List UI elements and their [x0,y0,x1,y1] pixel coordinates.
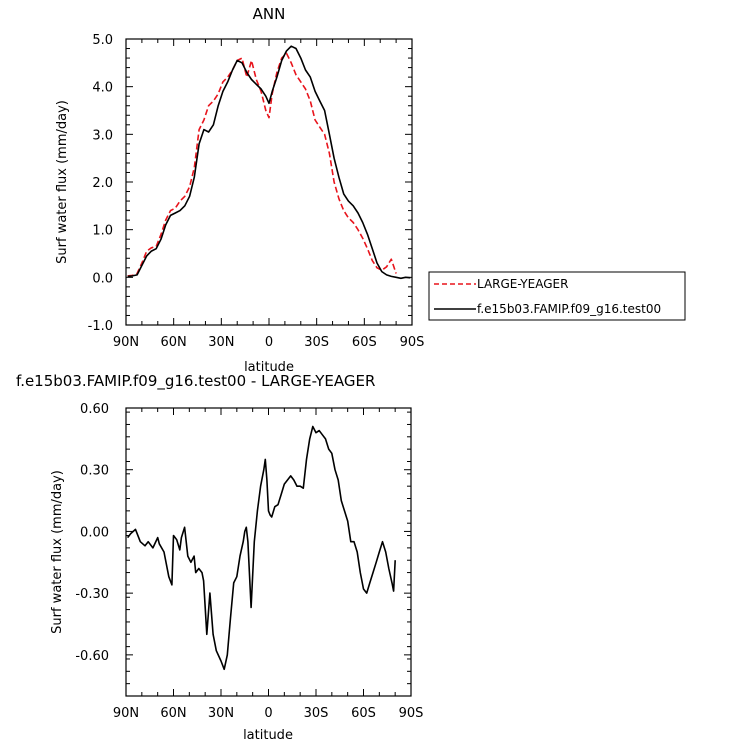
y-tick-label: 0.00 [80,525,109,540]
x-tick-label: 30N [208,335,234,350]
plot-frame [125,38,413,326]
series-line-1 [127,52,397,277]
series-line-2 [127,45,411,280]
x-tick-label: 30S [304,706,329,721]
y-tick-label: 0.60 [80,402,109,417]
y-tick-label: 0.0 [92,271,113,286]
bottom-chart-title: f.e15b03.FAMIP.f09_g16.test00 - LARGE-YE… [16,372,375,391]
x-tick-label: 90S [399,706,424,721]
bottom-chart-ylabel: Surf water flux (mm/day) [50,470,65,634]
x-tick-label: 30S [304,335,329,350]
x-tick-label: 60N [161,335,187,350]
top-chart-panel: ANN 90N 60N 30N 0 30S 60S 90S 5.0 4.0 3.0 2.0 1.0 0.… [55,5,424,375]
bottom-chart-panel: f.e15b03.FAMIP.f09_g16.test00 - LARGE-YE… [16,372,423,743]
x-tick-label: 0 [264,706,272,721]
legend-label-model: f.e15b03.FAMIP.f09_g16.test00 [477,302,661,316]
y-tick-label: 0.30 [80,464,109,479]
x-tick-label: 30N [208,706,234,721]
legend-box [428,271,686,321]
legend: LARGE-YEAGER f.e15b03.FAMIP.f09_g16.test… [428,271,686,321]
x-tick-label: 60S [352,335,377,350]
top-chart-title: ANN [253,5,286,23]
y-tick-label: -1.0 [88,319,113,334]
plot-frame [125,407,412,697]
legend-label-large-yeager: LARGE-YEAGER [477,277,568,291]
x-tick-label: 60S [351,706,376,721]
y-tick-label: 5.0 [92,33,113,48]
y-tick-label: 2.0 [92,176,113,191]
bottom-chart-xlabel: latitude [243,728,293,743]
x-tick-label: 90N [113,335,139,350]
y-tick-label: 3.0 [92,128,113,143]
series-line-1 [126,425,396,671]
x-tick-label: 0 [265,335,273,350]
y-tick-label: -0.30 [75,587,109,602]
x-tick-label: 90N [113,706,139,721]
top-chart-xlabel: latitude [244,360,294,375]
x-tick-label: 90S [400,335,425,350]
x-tick-label: 60N [160,706,186,721]
y-tick-label: 4.0 [92,81,113,96]
y-tick-label: -0.60 [75,649,109,664]
top-chart-ylabel: Surf water flux (mm/day) [55,100,70,264]
y-tick-label: 1.0 [92,224,113,239]
